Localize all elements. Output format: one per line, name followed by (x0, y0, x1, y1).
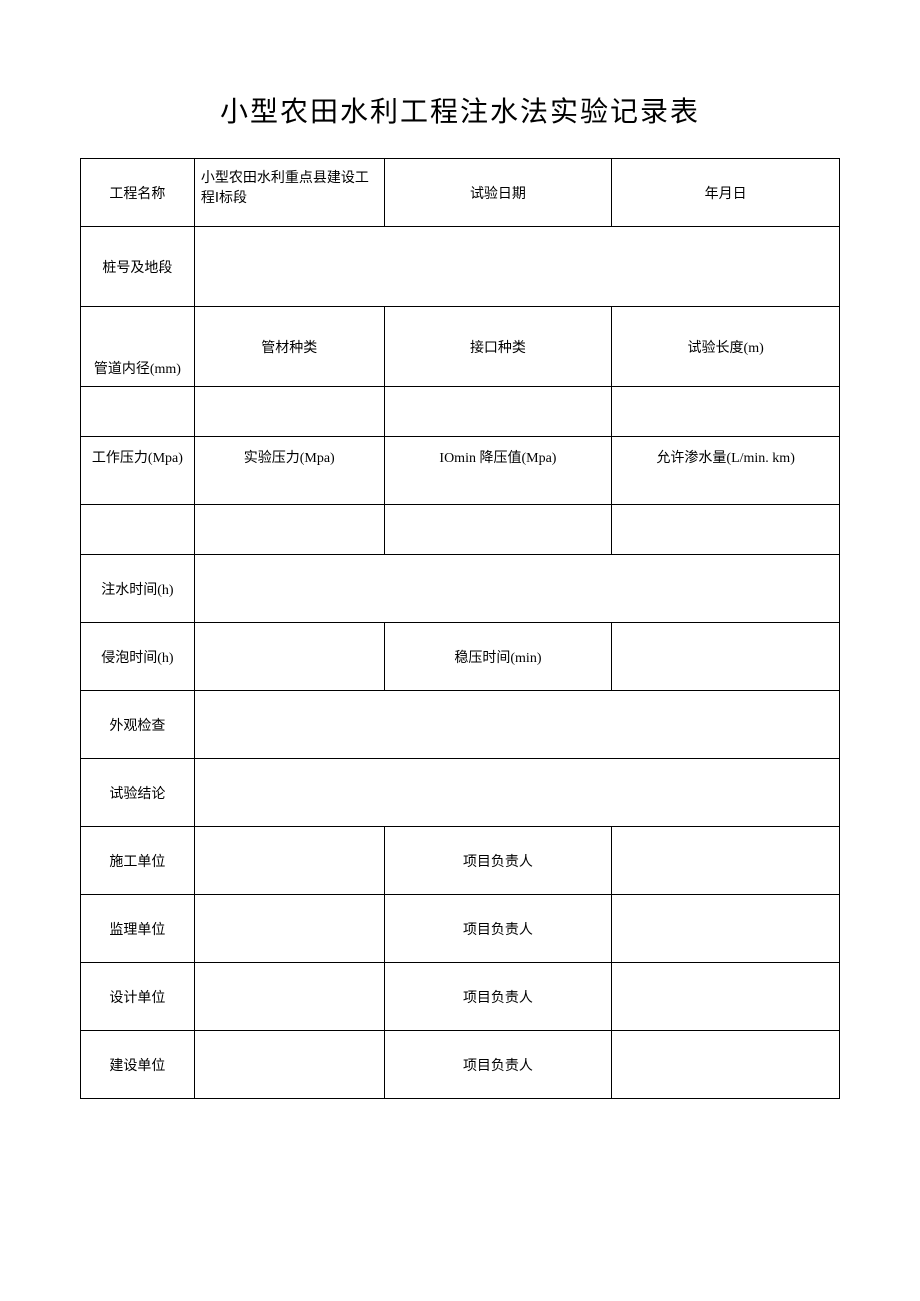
test-conclusion-value (194, 759, 839, 827)
water-injection-time-label: 注水时间(h) (81, 555, 195, 623)
test-date-label: 试验日期 (384, 159, 612, 227)
design-unit-value (194, 963, 384, 1031)
joint-type-label: 接口种类 (384, 307, 612, 387)
test-date-value: 年月日 (612, 159, 840, 227)
construction-unit-label: 施工单位 (81, 827, 195, 895)
appearance-check-label: 外观检查 (81, 691, 195, 759)
pressure-stable-time-value (612, 623, 840, 691)
design-leader-label: 项目负责人 (384, 963, 612, 1031)
water-injection-time-value (194, 555, 839, 623)
document-title: 小型农田水利工程注水法实验记录表 (80, 90, 840, 130)
pressure-drop-10min-value (384, 505, 612, 555)
pipe-inner-diameter-value (81, 387, 195, 437)
pile-section-value (194, 227, 839, 307)
joint-type-value (384, 387, 612, 437)
project-name-value: 小型农田水利重点县建设工程Ⅰ标段 (194, 159, 384, 227)
working-pressure-label: 工作压力(Mpa) (81, 437, 195, 505)
experiment-pressure-label: 实验压力(Mpa) (194, 437, 384, 505)
construction-leader-label: 项目负责人 (384, 827, 612, 895)
soaking-time-label: 侵泡时间(h) (81, 623, 195, 691)
design-leader-value (612, 963, 840, 1031)
appearance-check-value (194, 691, 839, 759)
test-length-label: 试验长度(m) (612, 307, 840, 387)
project-name-label: 工程名称 (81, 159, 195, 227)
design-unit-label: 设计单位 (81, 963, 195, 1031)
owner-unit-value (194, 1031, 384, 1099)
test-length-value (612, 387, 840, 437)
construction-leader-value (612, 827, 840, 895)
working-pressure-value (81, 505, 195, 555)
construction-unit-value (194, 827, 384, 895)
supervision-unit-label: 监理单位 (81, 895, 195, 963)
soaking-time-value (194, 623, 384, 691)
pressure-drop-10min-label: IOmin 降压值(Mpa) (384, 437, 612, 505)
supervision-unit-value (194, 895, 384, 963)
owner-leader-value (612, 1031, 840, 1099)
allowable-seepage-label: 允许渗水量(L/min. km) (612, 437, 840, 505)
supervision-leader-label: 项目负责人 (384, 895, 612, 963)
pipe-material-type-label: 管材种类 (194, 307, 384, 387)
pipe-material-type-value (194, 387, 384, 437)
owner-unit-label: 建设单位 (81, 1031, 195, 1099)
experiment-pressure-value (194, 505, 384, 555)
pipe-inner-diameter-label: 管道内径(mm) (81, 307, 195, 387)
owner-leader-label: 项目负责人 (384, 1031, 612, 1099)
test-conclusion-label: 试验结论 (81, 759, 195, 827)
pressure-stable-time-label: 稳压时间(min) (384, 623, 612, 691)
supervision-leader-value (612, 895, 840, 963)
record-table: 工程名称 小型农田水利重点县建设工程Ⅰ标段 试验日期 年月日 桩号及地段 管道内… (80, 158, 840, 1099)
allowable-seepage-value (612, 505, 840, 555)
pile-section-label: 桩号及地段 (81, 227, 195, 307)
